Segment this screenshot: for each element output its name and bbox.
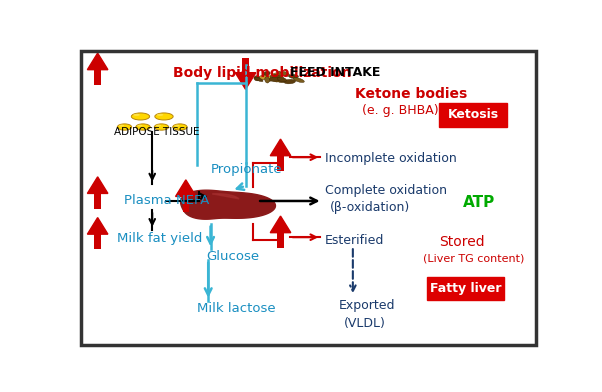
Ellipse shape [154,124,169,130]
Text: Ketone bodies: Ketone bodies [355,87,467,101]
Ellipse shape [273,75,278,80]
Polygon shape [87,218,108,234]
Text: FEED INTAKE: FEED INTAKE [290,66,380,79]
Ellipse shape [156,125,161,127]
Text: Plasma NEFA: Plasma NEFA [124,194,209,207]
Bar [95,193,101,209]
Ellipse shape [278,77,287,82]
Ellipse shape [254,76,260,81]
Text: (Liver TG content): (Liver TG content) [423,253,524,263]
FancyBboxPatch shape [439,103,507,127]
Text: Fatty liver: Fatty liver [430,282,501,295]
Ellipse shape [265,76,270,83]
Ellipse shape [278,71,282,79]
Bar [242,58,249,73]
Ellipse shape [281,71,290,76]
Text: Complete oxidation: Complete oxidation [325,184,447,197]
Ellipse shape [270,73,279,78]
Polygon shape [87,177,108,193]
Ellipse shape [276,75,280,81]
Text: Milk lactose: Milk lactose [197,301,275,315]
Ellipse shape [293,78,305,82]
Ellipse shape [119,125,124,127]
Polygon shape [176,180,196,196]
Ellipse shape [137,125,143,127]
Text: ADIPOSE TISSUE: ADIPOSE TISSUE [114,127,200,136]
Polygon shape [270,139,291,156]
Ellipse shape [272,74,276,80]
Ellipse shape [133,114,140,116]
Ellipse shape [266,75,275,82]
Ellipse shape [284,79,296,84]
Text: (VLDL): (VLDL) [344,317,385,330]
Polygon shape [87,53,108,70]
Ellipse shape [155,113,173,120]
Ellipse shape [173,124,187,130]
Polygon shape [235,73,256,89]
Text: Stored: Stored [439,235,485,249]
Polygon shape [213,194,239,199]
Ellipse shape [131,113,150,120]
Text: Glucose: Glucose [206,250,259,263]
Text: Incomplete oxidation: Incomplete oxidation [325,152,456,165]
Polygon shape [270,216,291,233]
Ellipse shape [273,76,284,82]
Bar [278,156,284,171]
Ellipse shape [276,76,284,82]
Ellipse shape [278,80,285,83]
Text: Esterified: Esterified [325,234,384,247]
Ellipse shape [274,76,281,81]
Text: Ketosis: Ketosis [447,109,498,122]
Ellipse shape [136,124,150,130]
Ellipse shape [269,77,281,82]
Ellipse shape [272,76,282,81]
Text: Propionate: Propionate [211,163,282,176]
Ellipse shape [175,125,179,127]
Bar [182,196,189,212]
Polygon shape [181,190,276,219]
Bar [278,233,284,248]
Ellipse shape [157,114,163,116]
Ellipse shape [289,74,299,78]
FancyBboxPatch shape [427,277,504,300]
Bar [95,234,101,249]
Text: Body lipid mobilization: Body lipid mobilization [173,66,352,80]
Text: (β-oxidation): (β-oxidation) [329,201,410,214]
Ellipse shape [274,76,281,82]
Ellipse shape [117,124,132,130]
Text: Milk fat yield: Milk fat yield [117,232,203,245]
Ellipse shape [276,76,283,81]
Bar [95,70,101,85]
Ellipse shape [262,71,270,76]
Text: Exported: Exported [339,299,396,312]
Text: (e. g. BHBA): (e. g. BHBA) [362,104,439,117]
Ellipse shape [255,77,263,82]
Ellipse shape [258,75,267,80]
Text: ATP: ATP [463,195,495,210]
Ellipse shape [270,76,278,80]
